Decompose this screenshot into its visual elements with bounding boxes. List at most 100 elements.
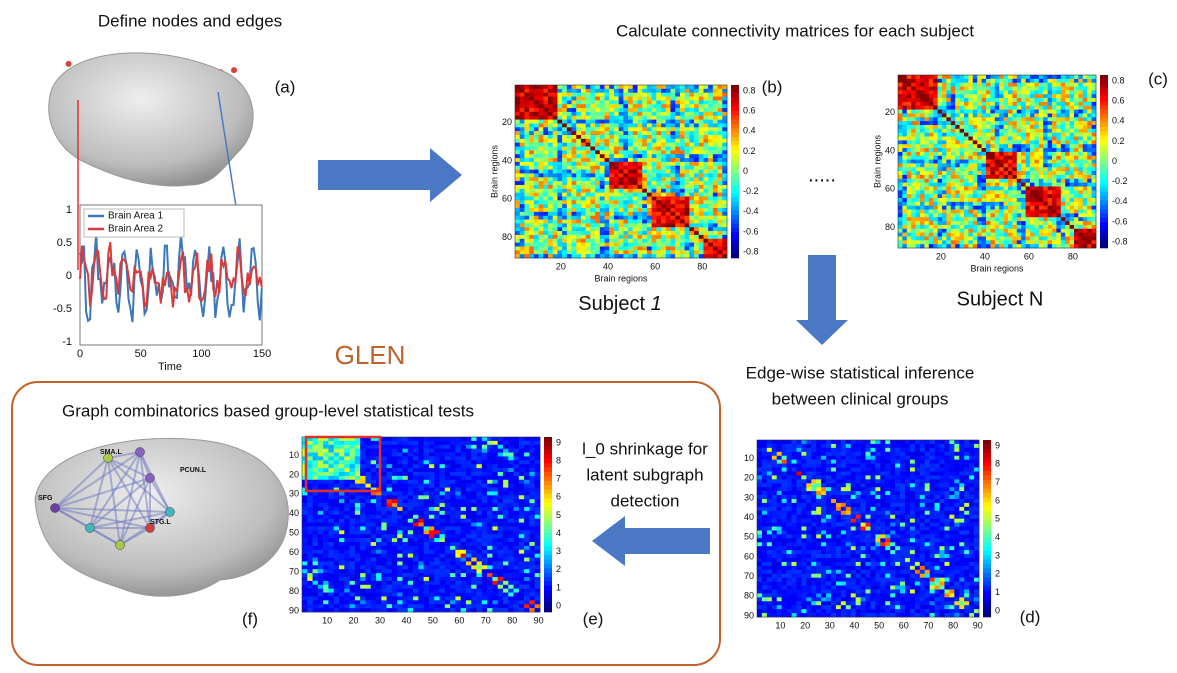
cell [614, 131, 619, 135]
cell [675, 189, 680, 193]
cell [990, 129, 995, 133]
cell [1048, 152, 1053, 156]
cell [1012, 171, 1017, 175]
cell [628, 120, 633, 124]
cell [924, 206, 929, 210]
cell [718, 158, 723, 162]
cell [995, 94, 1000, 98]
cell [581, 170, 586, 174]
cell [875, 483, 880, 487]
cell [543, 243, 548, 247]
cell [762, 468, 767, 472]
cell [772, 515, 777, 519]
cell [680, 108, 685, 112]
cell [699, 216, 704, 220]
cell [929, 137, 934, 141]
cell [1043, 233, 1048, 237]
cell [955, 240, 960, 244]
cell [1083, 244, 1088, 248]
cell [902, 225, 907, 229]
cell [1008, 148, 1013, 152]
cell [1030, 217, 1035, 221]
cell [986, 202, 991, 206]
cell [782, 448, 787, 452]
cell [609, 254, 614, 258]
cell [567, 162, 572, 166]
cell [821, 503, 826, 507]
cell [920, 194, 925, 198]
cell [900, 464, 905, 468]
cell [1052, 113, 1057, 117]
cell [524, 196, 529, 200]
cell [1092, 183, 1097, 187]
cell [1004, 106, 1009, 110]
cell [973, 244, 978, 248]
cell [586, 243, 591, 247]
cell [567, 93, 572, 97]
cell [637, 204, 642, 208]
cell [955, 206, 960, 210]
cell [1087, 140, 1092, 144]
cell [924, 240, 929, 244]
cell [910, 456, 915, 460]
cell [990, 186, 995, 190]
cell [543, 143, 548, 147]
cell [767, 491, 772, 495]
cell [968, 198, 973, 202]
cell [960, 190, 965, 194]
cell [880, 479, 885, 483]
cell [1048, 225, 1053, 229]
cell [539, 93, 544, 97]
cell [652, 147, 657, 151]
cell [718, 185, 723, 189]
cell [703, 162, 708, 166]
cell [656, 173, 661, 177]
cell [955, 102, 960, 106]
cell [718, 100, 723, 104]
cell [581, 120, 586, 124]
cell [515, 108, 520, 112]
cell [652, 212, 657, 216]
cell [836, 503, 841, 507]
cell [898, 202, 903, 206]
cell [910, 475, 915, 479]
cell [685, 216, 690, 220]
cell [685, 135, 690, 139]
cell [637, 147, 642, 151]
cell [656, 243, 661, 247]
cell [637, 185, 642, 189]
cell [642, 200, 647, 204]
cell [1078, 117, 1083, 121]
cell [576, 220, 581, 224]
cell [846, 456, 851, 460]
cell [718, 173, 723, 177]
cell [1092, 113, 1097, 117]
cell [1012, 179, 1017, 183]
cell [999, 113, 1004, 117]
cell [907, 221, 912, 225]
cell [1012, 163, 1017, 167]
cell [938, 213, 943, 217]
cell [1034, 98, 1039, 102]
cell [902, 194, 907, 198]
cell [1092, 186, 1097, 190]
cell [1008, 160, 1013, 164]
cell [1034, 140, 1039, 144]
cell [628, 181, 633, 185]
cell [954, 456, 959, 460]
cell [1012, 221, 1017, 225]
cell [539, 235, 544, 239]
cell [581, 204, 586, 208]
cell [1008, 75, 1013, 79]
cell [689, 158, 694, 162]
cell [772, 491, 777, 495]
cell [689, 208, 694, 212]
cell [1052, 102, 1057, 106]
cell [982, 244, 987, 248]
cell [1074, 186, 1079, 190]
cell [938, 79, 943, 83]
cell [1092, 163, 1097, 167]
cell [911, 175, 916, 179]
cell [995, 236, 1000, 240]
cell [925, 503, 930, 507]
